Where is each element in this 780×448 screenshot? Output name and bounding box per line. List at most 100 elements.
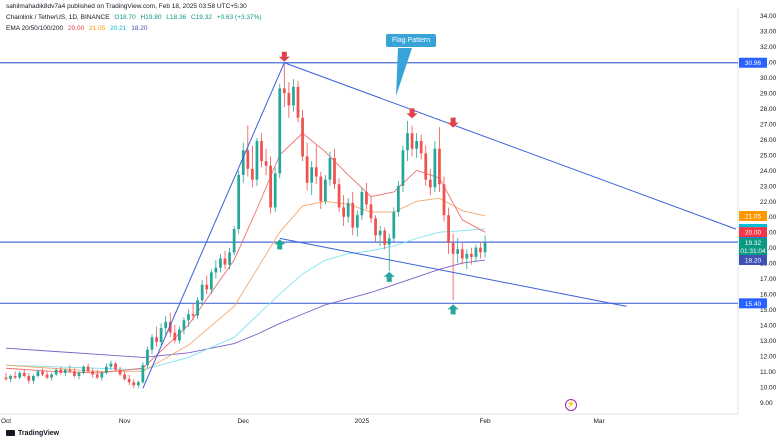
candle <box>346 198 350 223</box>
candle-body <box>73 371 76 376</box>
candle <box>136 380 140 389</box>
candle-body <box>255 140 259 180</box>
y-tick-label: 27.00 <box>760 121 777 128</box>
price-tag-label: 21.05 <box>745 213 762 220</box>
candle-body <box>209 272 213 290</box>
candle-body <box>205 284 209 290</box>
candle-body <box>127 379 131 383</box>
candle <box>82 365 85 375</box>
candle-body <box>136 382 140 386</box>
candle <box>159 323 163 346</box>
candle <box>123 371 126 381</box>
candle <box>219 253 222 273</box>
price-tag <box>739 57 767 68</box>
high-value: H19.80 <box>140 14 162 21</box>
candle-body <box>269 165 272 208</box>
x-tick-label: Feb <box>479 418 491 425</box>
trendline <box>142 62 285 389</box>
ema20-line <box>5 132 486 374</box>
candle-body <box>146 349 149 366</box>
y-tick-label: 25.00 <box>760 152 777 159</box>
candle-body <box>178 329 181 341</box>
candle <box>95 369 99 380</box>
candle <box>479 241 482 259</box>
candle <box>333 148 336 189</box>
candle <box>173 324 177 344</box>
candle <box>164 315 168 336</box>
candle-body <box>9 375 12 380</box>
candle <box>118 366 122 376</box>
price-tag-label: 01:31:04 <box>740 248 766 255</box>
y-tick-label: 12.00 <box>760 353 777 360</box>
candle <box>63 368 67 376</box>
news-flag-icon[interactable]: ⚡ <box>565 399 577 411</box>
candle-body <box>251 168 254 180</box>
candle-body <box>13 375 17 378</box>
candle <box>447 207 450 254</box>
candle-body <box>419 140 423 154</box>
y-tick-label: 31.00 <box>760 60 777 67</box>
y-tick-label: 16.00 <box>760 292 777 299</box>
candle <box>223 250 227 270</box>
candle <box>269 156 272 214</box>
candle-body <box>310 167 314 183</box>
candle <box>178 326 181 344</box>
candle <box>150 334 154 355</box>
candle-body <box>451 243 455 254</box>
trendline <box>284 62 737 230</box>
candle-body <box>424 153 428 180</box>
flag-pattern-pointer <box>396 48 412 96</box>
candle <box>301 110 304 162</box>
candle-body <box>387 238 391 245</box>
candle <box>415 133 418 158</box>
tradingview-mark-icon <box>6 430 15 437</box>
candle <box>191 303 195 321</box>
candle <box>132 379 136 389</box>
candle-body <box>246 150 250 169</box>
candle <box>237 170 241 234</box>
candle <box>355 210 359 237</box>
arrow-up-icon <box>383 271 395 282</box>
candle <box>406 120 409 162</box>
candle-body <box>223 258 227 265</box>
candle <box>365 182 368 209</box>
candle-body <box>342 207 345 217</box>
candle <box>438 127 441 192</box>
candle <box>470 247 473 265</box>
candle-body <box>474 247 478 257</box>
ema200-line <box>5 259 486 358</box>
candle <box>45 371 49 380</box>
candle-body <box>91 371 95 375</box>
candle <box>4 372 8 381</box>
candle <box>59 366 63 375</box>
candle <box>209 269 213 295</box>
low-value: L18.36 <box>166 14 187 21</box>
price-tag <box>739 210 767 221</box>
candle-body <box>123 374 126 380</box>
candle-body <box>82 366 85 373</box>
candle <box>9 374 12 383</box>
candle-body <box>63 369 67 373</box>
candle-body <box>191 314 195 316</box>
publisher-line: sahilmahadik8dv7a4 published on TradingV… <box>6 3 247 10</box>
candle <box>278 83 282 179</box>
candle <box>228 247 231 270</box>
candle <box>337 178 341 213</box>
ema50-line <box>5 197 486 372</box>
x-tick-label: Dec <box>237 418 249 425</box>
candle <box>251 145 254 188</box>
candle-body <box>438 148 441 185</box>
candle <box>232 226 236 256</box>
candle-body <box>333 157 336 185</box>
candle-body <box>132 382 136 386</box>
y-tick-label: 26.00 <box>760 137 777 144</box>
candle <box>13 371 17 380</box>
candle-body <box>164 321 168 329</box>
arrow-down-icon <box>447 117 459 128</box>
candle-body <box>273 173 277 208</box>
candle-body <box>428 179 432 188</box>
tradingview-logo[interactable]: TradingView <box>6 430 59 437</box>
candle-body <box>415 140 418 149</box>
